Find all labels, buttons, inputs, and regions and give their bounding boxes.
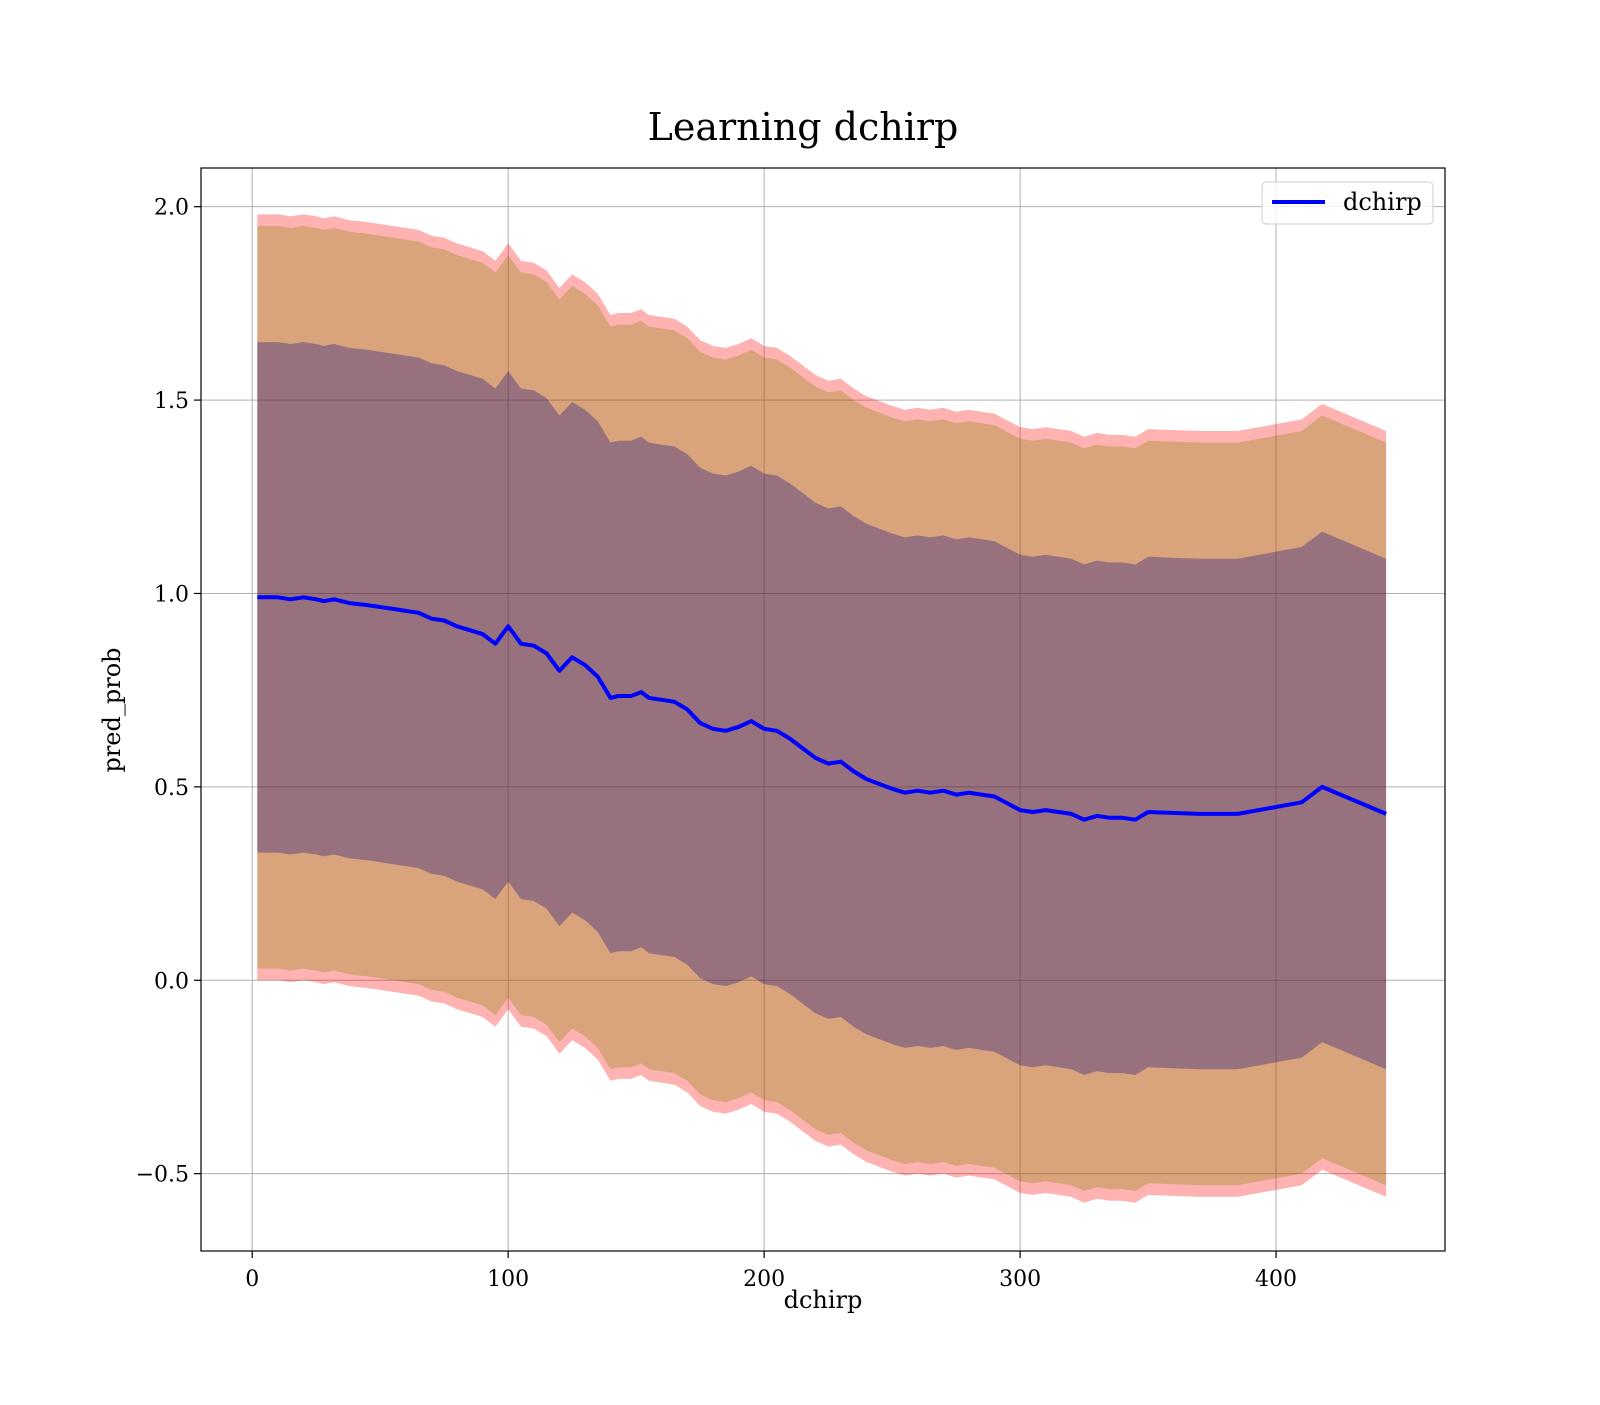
chart-title: Learning dchirp	[648, 105, 959, 149]
x-tick-label: 300	[999, 1267, 1041, 1292]
y-tick-label: −0.5	[136, 1163, 189, 1188]
x-tick-label: 400	[1255, 1267, 1297, 1292]
grid-lines	[201, 168, 1445, 1251]
confidence-band	[257, 226, 1387, 1191]
series-line-dchirp	[257, 595, 1387, 822]
x-tick-label: 0	[245, 1267, 259, 1292]
confidence-band	[257, 342, 1387, 1076]
legend-box	[1261, 181, 1434, 225]
y-axis-label: pred_prob	[98, 647, 126, 772]
y-tick-label: 1.0	[154, 582, 189, 607]
x-axis-ticks: 0 100 200 300 400	[245, 1251, 1297, 1292]
y-tick-label: 0.5	[154, 776, 189, 801]
y-axis-ticks: −0.5 0.0 0.5 1.0 1.5 2.0	[136, 196, 201, 1188]
legend: dchirp	[1261, 181, 1434, 225]
plot-frame	[200, 167, 1446, 1252]
x-tick-label: 200	[743, 1267, 785, 1292]
x-tick-label: 100	[487, 1267, 529, 1292]
confidence-bands	[257, 214, 1387, 1203]
x-axis-label: dchirp	[784, 1286, 863, 1314]
confidence-band	[257, 214, 1387, 1203]
y-tick-label: 2.0	[154, 196, 189, 221]
y-tick-label: 1.5	[154, 389, 189, 414]
y-tick-label: 0.0	[154, 969, 189, 994]
legend-label: dchirp	[1343, 188, 1422, 216]
series-lines	[257, 595, 1387, 822]
